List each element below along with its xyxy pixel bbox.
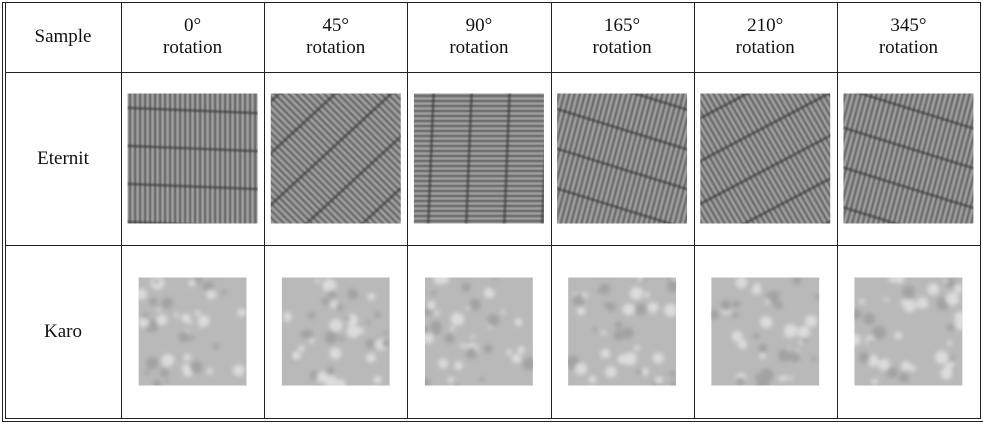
texture-image: [136, 276, 247, 388]
texture-image: [420, 272, 536, 389]
table-figure: Sample0° rotation45° rotation90° rotatio…: [0, 0, 983, 424]
texture-image: [566, 274, 679, 390]
header-cell: 0° rotation: [121, 2, 264, 72]
header-cell: Sample: [5, 2, 121, 72]
texture-image: [849, 274, 968, 386]
header-cell: 90° rotation: [407, 2, 550, 72]
texture-image: [709, 276, 819, 390]
header-cell: 165° rotation: [551, 2, 694, 72]
header-cell: 45° rotation: [264, 2, 407, 72]
row-label: Karo: [5, 245, 121, 418]
header-cell: 210° rotation: [694, 2, 837, 72]
texture-image: [282, 278, 390, 390]
texture-image: [379, 56, 579, 259]
row-label: Eternit: [5, 72, 121, 245]
header-cell: 345° rotation: [837, 2, 980, 72]
